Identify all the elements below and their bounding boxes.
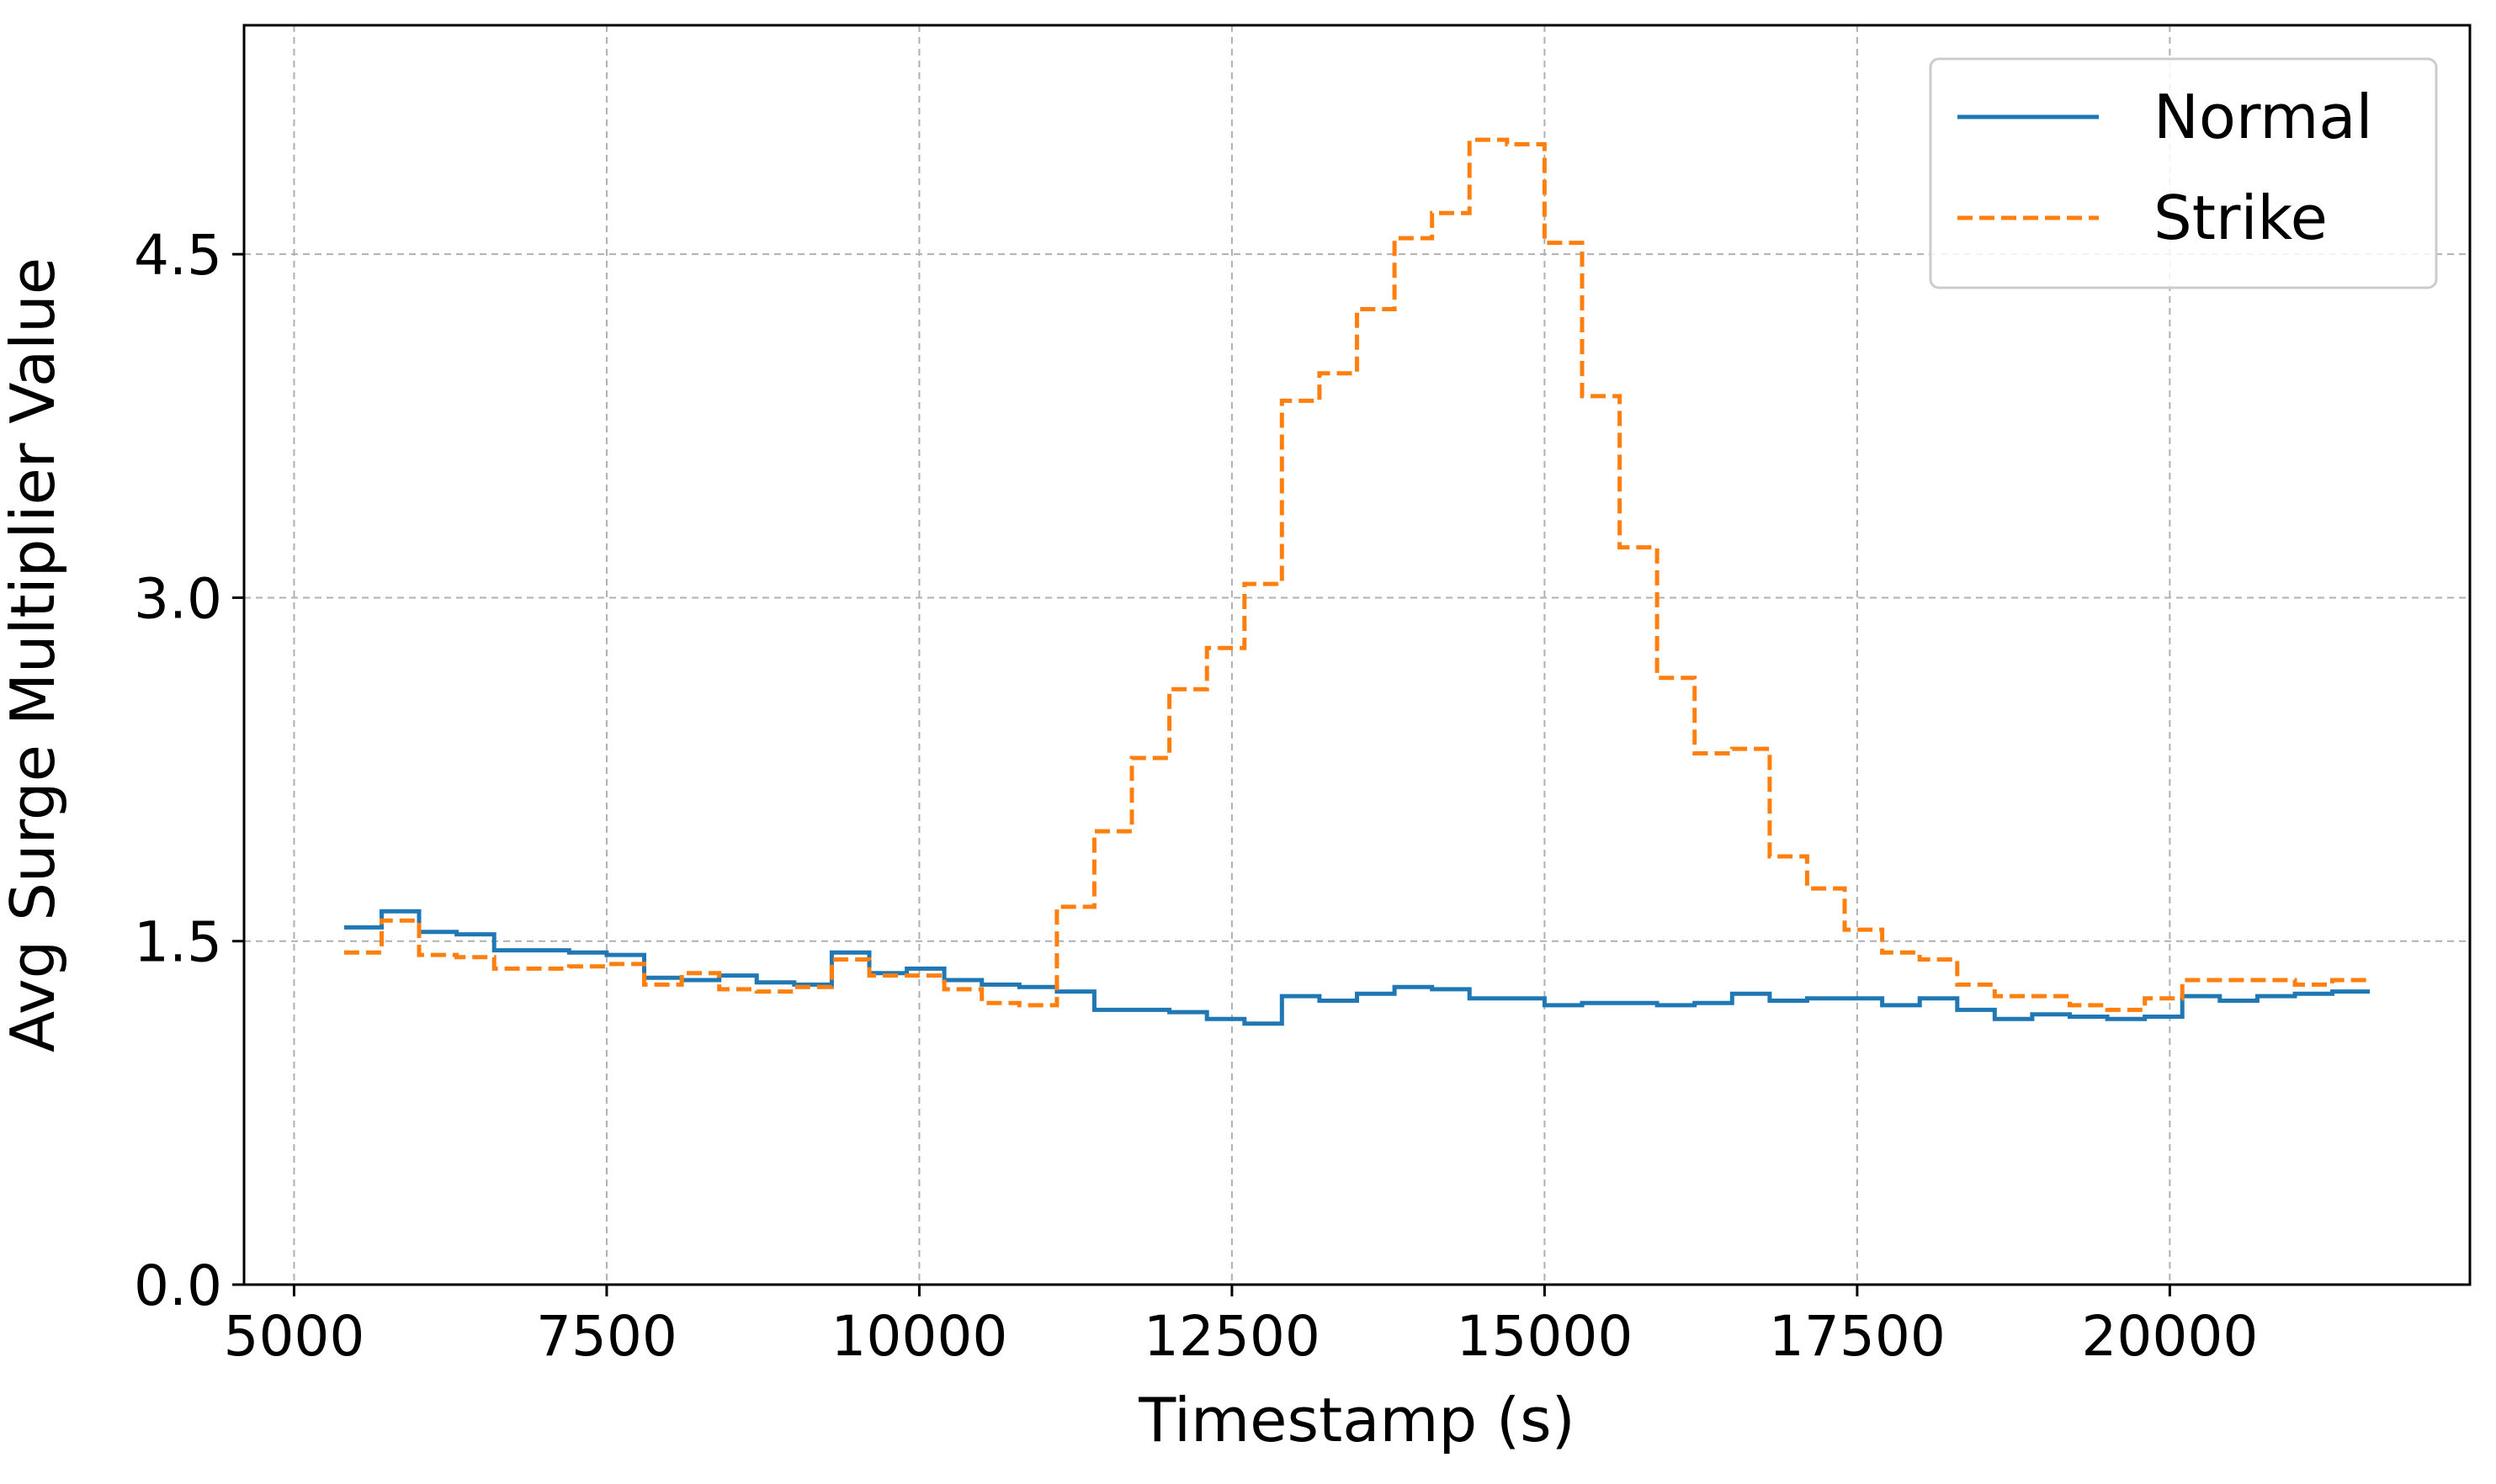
plot-series [343,137,2371,1026]
x-tick-label: 17500 [1769,1304,1946,1369]
y-tick-label: 3.0 [134,566,222,631]
x-tick-label: 20000 [2081,1304,2258,1369]
legend-label-normal: Normal [2153,82,2373,152]
y-axis-title: Avg Surge Multiplier Value [0,257,68,1052]
axis-ticks: 5000 7500 10000 12500 15000 17500 20000 0.0 1.5 3… [134,223,2258,1369]
x-tick-label: 5000 [223,1304,364,1369]
x-tick-label: 15000 [1456,1304,1633,1369]
plot-frame [242,24,2472,1286]
x-tick-label: 12500 [1144,1304,1320,1369]
series-line-normal [343,909,2371,1026]
y-tick-label: 0.0 [134,1253,222,1318]
legend: Normal Strike [1929,57,2438,289]
x-tick-label: 10000 [831,1304,1007,1369]
x-axis-title: Timestamp (s) [1138,1385,1575,1455]
legend-label-strike: Strike [2153,183,2328,253]
y-tick-label: 4.5 [134,223,222,288]
x-tick-label: 7500 [536,1304,677,1369]
y-tick-label: 1.5 [134,910,222,975]
